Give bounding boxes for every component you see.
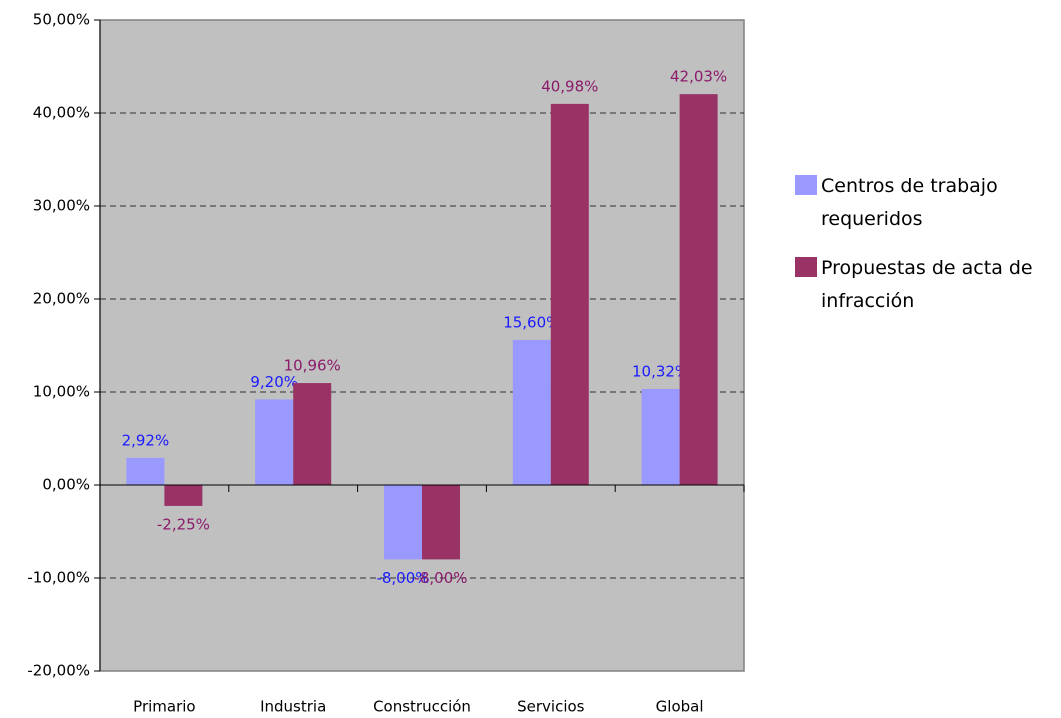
legend-swatch bbox=[795, 257, 817, 277]
value-label: 15,60% bbox=[503, 313, 560, 331]
bar bbox=[164, 485, 203, 506]
y-tick-label: -20,00% bbox=[27, 662, 90, 680]
bar bbox=[384, 485, 422, 560]
plot-area bbox=[99, 19, 745, 672]
bar bbox=[293, 383, 332, 485]
legend-label: Centros de trabajo requeridos bbox=[821, 175, 998, 230]
y-tick-label: 0,00% bbox=[42, 476, 90, 494]
value-label: -2,25% bbox=[157, 515, 210, 533]
y-tick-label: 10,00% bbox=[33, 383, 90, 401]
y-tick-label: 20,00% bbox=[33, 290, 90, 308]
y-tick-label: -10,00% bbox=[27, 569, 90, 587]
bar bbox=[641, 389, 680, 485]
value-label: 9,20% bbox=[250, 373, 298, 391]
legend-item: Propuestas de acta de infracción bbox=[795, 252, 1057, 318]
y-tick-label: 30,00% bbox=[33, 197, 90, 215]
value-label: 42,03% bbox=[670, 68, 727, 86]
bar bbox=[126, 457, 165, 485]
x-tick-label: Servicios bbox=[517, 698, 585, 716]
x-tick-label: Industria bbox=[260, 698, 326, 716]
bar bbox=[422, 485, 460, 560]
bar bbox=[255, 399, 294, 485]
legend-item: Centros de trabajo requeridos bbox=[795, 170, 1057, 236]
value-label: -8,00% bbox=[376, 569, 429, 587]
y-tick-label: 40,00% bbox=[33, 104, 90, 122]
value-label: 40,98% bbox=[541, 77, 598, 95]
value-label: 10,96% bbox=[284, 357, 341, 375]
value-label: 2,92% bbox=[122, 431, 170, 449]
bar bbox=[679, 94, 718, 485]
value-label: -8,00% bbox=[414, 569, 467, 587]
bar bbox=[512, 339, 551, 485]
legend-swatch bbox=[795, 175, 817, 195]
x-tick-label: Global bbox=[656, 698, 704, 716]
x-tick-label: Primario bbox=[133, 698, 195, 716]
value-label: 10,32% bbox=[632, 363, 689, 381]
legend: Centros de trabajo requeridos Propuestas … bbox=[795, 170, 1057, 334]
legend-label: Propuestas de acta de infracción bbox=[821, 257, 1033, 312]
x-tick-label: Construcción bbox=[373, 698, 471, 716]
y-tick-label: 50,00% bbox=[33, 11, 90, 29]
bar bbox=[550, 103, 589, 486]
